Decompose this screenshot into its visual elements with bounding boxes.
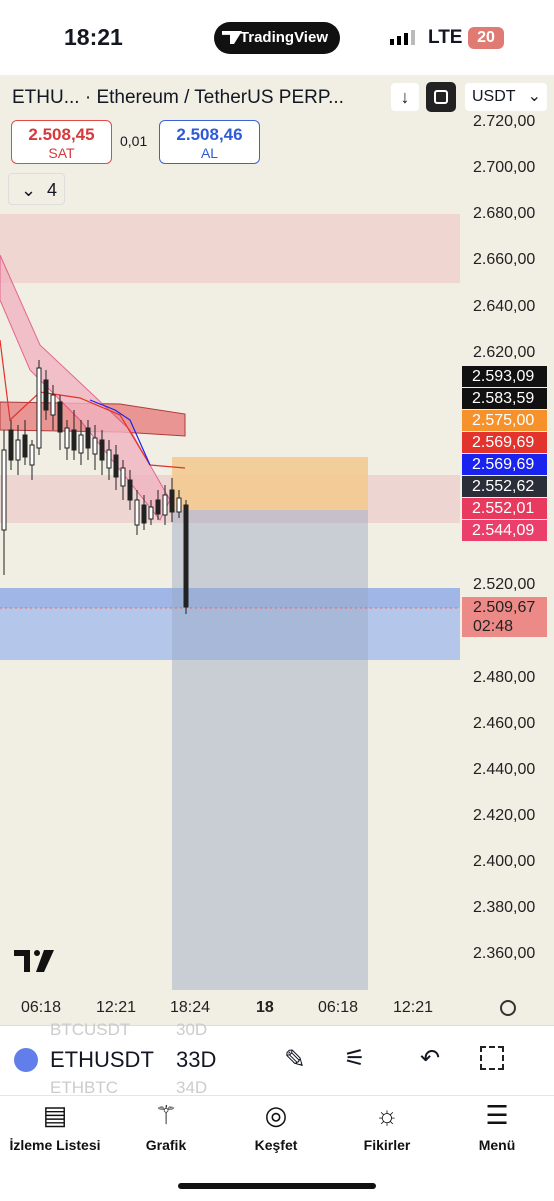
last-price: 2.509,67 xyxy=(473,599,536,616)
price-axis-label: 2.440,00 xyxy=(473,761,536,778)
price-tag: 2.569,69 xyxy=(462,454,547,475)
price-tag: 2.569,69 xyxy=(462,432,547,453)
buy-price: 2.508,46 xyxy=(176,125,243,144)
price-axis-label: 2.400,00 xyxy=(473,853,536,870)
nav-label[interactable]: Menü xyxy=(478,1137,516,1153)
app-name: TradingView xyxy=(239,29,328,46)
price-tag: 2.593,09 xyxy=(462,366,547,387)
price-axis-label: 2.460,00 xyxy=(473,715,536,732)
indicators-toggle[interactable]: ⌄ 4 xyxy=(8,173,65,205)
price-axis-label: 2.360,00 xyxy=(473,945,536,962)
price-axis-label: 2.420,00 xyxy=(473,807,536,824)
tv-logo xyxy=(14,950,54,972)
sell-label: SAT xyxy=(48,145,75,161)
prev-symbol[interactable]: BTCUSDT xyxy=(50,1020,131,1039)
nav-label[interactable]: İzleme Listesi xyxy=(9,1137,101,1153)
draw-tool[interactable]: ✎ xyxy=(284,1044,306,1074)
indicators-tool[interactable]: ⚟ xyxy=(344,1045,366,1072)
undo-tool[interactable]: ↶ xyxy=(420,1045,441,1072)
spread: 0,01 xyxy=(120,133,148,149)
last-price-box xyxy=(462,597,547,637)
countdown: 02:48 xyxy=(473,618,514,635)
position-target xyxy=(172,457,368,510)
price-tag: 2.552,62 xyxy=(462,476,547,497)
nav-icon[interactable]: ☰ xyxy=(485,1100,509,1130)
prev-interval: 30D xyxy=(176,1020,208,1039)
currency-select[interactable]: USDT ⌄ xyxy=(465,83,547,111)
battery: 20 xyxy=(468,27,504,49)
position-stop xyxy=(172,510,368,990)
price-tag: 2.575,00 xyxy=(462,410,547,431)
eth-icon xyxy=(14,1048,38,1072)
price-axis-label: 2.480,00 xyxy=(473,669,536,686)
current-interval[interactable]: 33D xyxy=(176,1047,217,1072)
nav-label[interactable]: Keşfet xyxy=(254,1137,298,1153)
time-axis-label: 18:24 xyxy=(170,999,211,1016)
nav-icon[interactable]: ▤ xyxy=(42,1100,68,1130)
price-tag: 2.583,59 xyxy=(462,388,547,409)
nav-icon[interactable]: ◎ xyxy=(264,1100,288,1130)
symbol-bar xyxy=(0,1025,554,1096)
price-axis-label: 2.700,00 xyxy=(473,159,536,176)
network: LTE xyxy=(428,27,463,48)
fullscreen-btn[interactable] xyxy=(426,82,456,112)
price-tag: 2.544,09 xyxy=(462,520,547,541)
fullscreen-tool[interactable] xyxy=(480,1046,504,1070)
sell-btn[interactable]: 2.508,45 SAT xyxy=(11,120,112,164)
nav-label[interactable]: Grafik xyxy=(145,1137,187,1153)
ma-blue xyxy=(89,399,151,466)
current-symbol[interactable]: ETHUSDT xyxy=(50,1047,154,1072)
band xyxy=(0,254,171,521)
sell-price: 2.508,45 xyxy=(28,125,95,144)
clock: 18:21 xyxy=(64,24,123,50)
price-axis-label: 2.680,00 xyxy=(473,205,536,222)
nav-icon[interactable]: ⚚ xyxy=(154,1100,178,1130)
price-tag: 2.552,01 xyxy=(462,498,547,519)
next-symbol[interactable]: ETHBTC xyxy=(50,1078,118,1097)
nav-label[interactable]: Fikirler xyxy=(363,1137,411,1153)
buy-label: AL xyxy=(200,145,219,161)
settings-icon[interactable] xyxy=(500,1000,516,1016)
time-axis-label: 18 xyxy=(256,999,274,1016)
nav-icon[interactable]: ☼ xyxy=(375,1100,399,1130)
signal xyxy=(390,30,415,45)
price-axis-label: 2.620,00 xyxy=(473,344,536,361)
price-axis-label: 2.520,00 xyxy=(473,576,536,593)
price-axis-label: 2.720,00 xyxy=(473,113,536,130)
chart xyxy=(0,75,554,1025)
price-axis-label: 2.640,00 xyxy=(473,298,536,315)
time-axis-label: 12:21 xyxy=(393,999,434,1016)
time-axis-label: 12:21 xyxy=(96,999,137,1016)
home-indicator xyxy=(178,1183,376,1189)
time-axis-label: 06:18 xyxy=(318,999,359,1016)
price-axis-label: 2.660,00 xyxy=(473,251,536,268)
buy-btn[interactable]: 2.508,46 AL xyxy=(159,120,260,164)
demand-zone-band xyxy=(0,588,460,608)
currency: USDT xyxy=(472,88,516,105)
symbol-title[interactable]: ETHU... · Ethereum / TetherUS PERP... xyxy=(12,87,344,108)
time-axis-label: 06:18 xyxy=(21,999,62,1016)
supply-zone xyxy=(0,214,460,283)
download-btn[interactable]: ↓ xyxy=(391,83,419,111)
price-axis-label: 2.380,00 xyxy=(473,899,536,916)
indicators-count: 4 xyxy=(46,180,57,200)
next-interval: 34D xyxy=(176,1078,208,1097)
